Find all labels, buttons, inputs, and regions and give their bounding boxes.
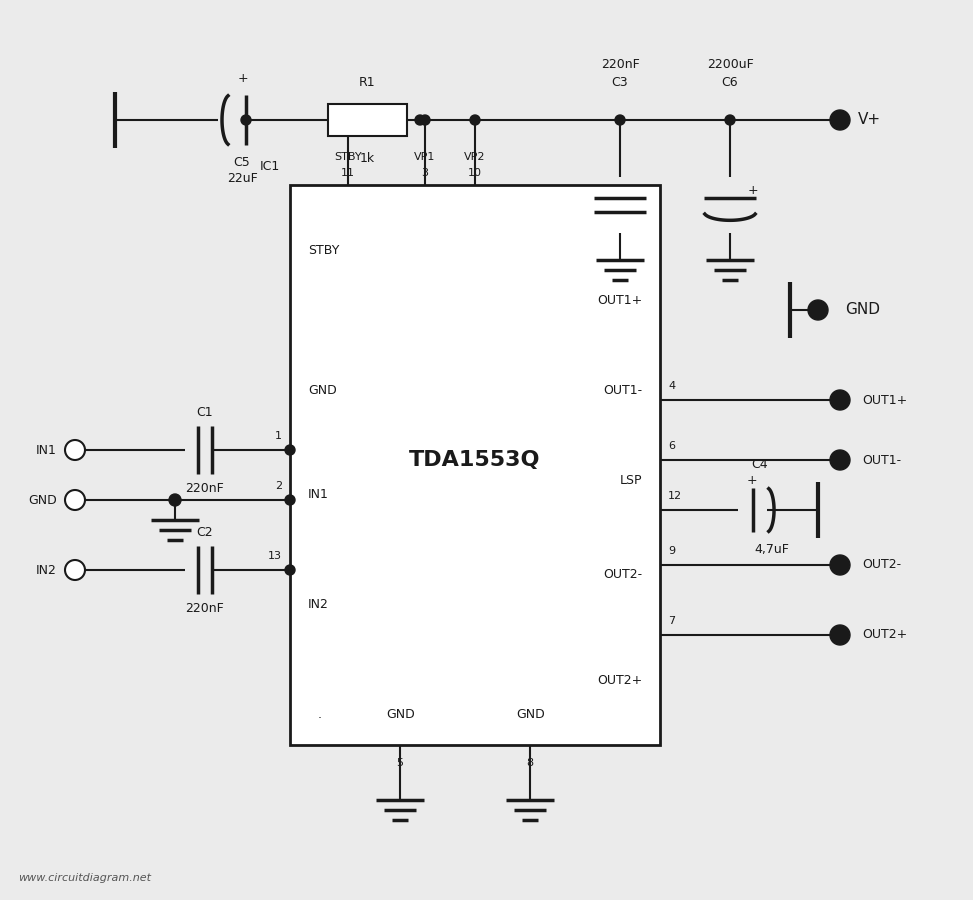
- Circle shape: [830, 390, 850, 410]
- Text: 13: 13: [268, 551, 282, 561]
- Text: 4: 4: [668, 381, 675, 391]
- Text: 9: 9: [668, 546, 675, 556]
- Circle shape: [285, 565, 295, 575]
- Text: 3: 3: [421, 168, 428, 178]
- Circle shape: [830, 110, 850, 130]
- Text: IC1: IC1: [260, 160, 280, 174]
- Bar: [290, 185, 660, 745]
- Text: OUT2-: OUT2-: [603, 569, 642, 581]
- Circle shape: [830, 555, 850, 575]
- Text: IN2: IN2: [36, 563, 57, 577]
- Text: OUT1-: OUT1-: [862, 454, 901, 466]
- Text: TDA1553Q: TDA1553Q: [410, 450, 541, 470]
- Text: GND: GND: [845, 302, 880, 318]
- Circle shape: [415, 115, 425, 125]
- Text: GND: GND: [516, 708, 545, 722]
- Circle shape: [808, 300, 828, 320]
- Text: C2: C2: [197, 526, 213, 538]
- Text: 220nF: 220nF: [186, 601, 225, 615]
- Text: 2200uF: 2200uF: [706, 58, 753, 71]
- Text: +: +: [746, 473, 757, 487]
- Text: OUT1-: OUT1-: [603, 383, 642, 397]
- Circle shape: [65, 490, 85, 510]
- Text: OUT2-: OUT2-: [862, 559, 901, 572]
- Text: 12: 12: [668, 491, 682, 501]
- Circle shape: [65, 560, 85, 580]
- Text: C4: C4: [752, 458, 769, 472]
- Text: LSP: LSP: [620, 473, 642, 487]
- Circle shape: [615, 115, 625, 125]
- Text: GND: GND: [386, 708, 415, 722]
- Text: 11: 11: [341, 168, 355, 178]
- Circle shape: [285, 445, 295, 455]
- Text: C6: C6: [722, 76, 739, 88]
- Text: 1k: 1k: [359, 151, 375, 165]
- Text: GND: GND: [308, 383, 337, 397]
- Text: C3: C3: [612, 76, 629, 88]
- Text: VP1: VP1: [414, 152, 436, 162]
- Text: 2: 2: [275, 481, 282, 491]
- Text: 8: 8: [526, 758, 533, 768]
- Circle shape: [241, 115, 251, 125]
- Text: 10: 10: [468, 168, 482, 178]
- Circle shape: [830, 625, 850, 645]
- Text: OUT1+: OUT1+: [596, 293, 642, 307]
- Circle shape: [65, 440, 85, 460]
- Text: VP2: VP2: [464, 152, 486, 162]
- Text: .: .: [317, 708, 322, 722]
- Text: V+: V+: [858, 112, 882, 128]
- Text: STBY: STBY: [308, 244, 340, 256]
- Circle shape: [420, 115, 430, 125]
- Text: 5: 5: [397, 758, 404, 768]
- Text: +: +: [238, 71, 249, 85]
- Text: C5: C5: [234, 156, 250, 168]
- Text: 220nF: 220nF: [600, 58, 639, 71]
- Circle shape: [830, 450, 850, 470]
- Text: www.circuitdiagram.net: www.circuitdiagram.net: [18, 873, 151, 883]
- Circle shape: [470, 115, 480, 125]
- Text: OUT2+: OUT2+: [596, 673, 642, 687]
- Text: +: +: [748, 184, 759, 196]
- Text: 22uF: 22uF: [227, 172, 258, 184]
- Text: C1: C1: [197, 406, 213, 419]
- Text: GND: GND: [28, 493, 57, 507]
- Circle shape: [285, 495, 295, 505]
- Text: STBY: STBY: [334, 152, 362, 162]
- Text: 1: 1: [275, 431, 282, 441]
- Text: 4,7uF: 4,7uF: [755, 544, 789, 556]
- Bar: [328, 104, 408, 136]
- Text: IN1: IN1: [36, 444, 57, 456]
- Text: R1: R1: [359, 76, 376, 88]
- Circle shape: [169, 494, 181, 506]
- Text: 220nF: 220nF: [186, 482, 225, 494]
- Circle shape: [725, 115, 735, 125]
- Text: OUT1+: OUT1+: [862, 393, 907, 407]
- Text: IN2: IN2: [308, 598, 329, 611]
- Text: OUT2+: OUT2+: [862, 628, 907, 642]
- Text: 7: 7: [668, 616, 675, 626]
- Text: IN1: IN1: [308, 489, 329, 501]
- Text: 6: 6: [668, 441, 675, 451]
